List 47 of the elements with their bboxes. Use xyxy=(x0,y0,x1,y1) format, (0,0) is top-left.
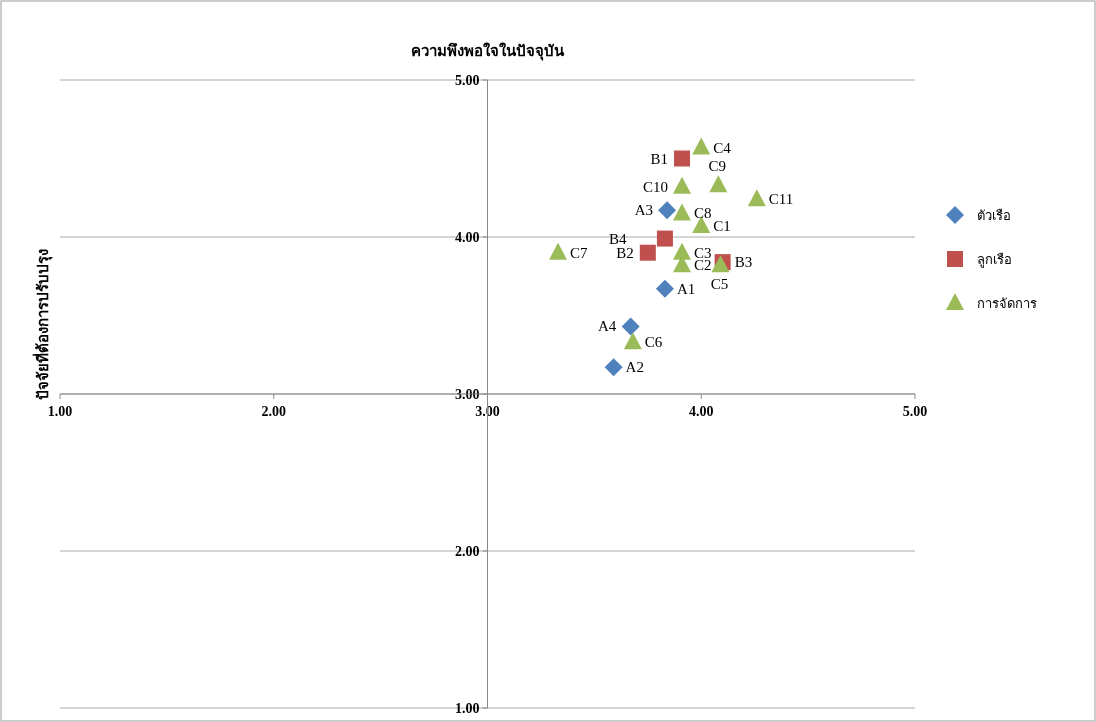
chart-title: ความพึงพอใจในปัจจุบัน xyxy=(411,42,565,61)
annotation: B1 xyxy=(650,150,669,167)
x-tick-label: 2.00 xyxy=(261,404,286,419)
point xyxy=(621,317,640,336)
annotation: A2 xyxy=(625,359,644,376)
point xyxy=(674,150,691,167)
point xyxy=(604,358,623,377)
point xyxy=(692,216,711,234)
y-tick-label: 3.00 xyxy=(455,387,480,402)
annotation: C4 xyxy=(713,139,732,156)
point xyxy=(655,279,674,298)
annotation: C5 xyxy=(710,276,729,293)
point xyxy=(549,242,568,260)
annotation: B2 xyxy=(616,244,634,261)
annotation: C9 xyxy=(708,158,727,175)
y-axis-title: ปัจจัยที่ต้องการปรับปรุง xyxy=(32,248,53,400)
y-tick-label: 5.00 xyxy=(455,73,480,88)
point xyxy=(692,137,711,155)
y-tick-label: 1.00 xyxy=(455,701,480,716)
legend-label: การจัดการ xyxy=(977,296,1037,311)
annotation: C8 xyxy=(694,205,712,222)
annotation: A1 xyxy=(676,280,696,297)
annotation: C11 xyxy=(768,191,794,208)
point xyxy=(673,203,692,221)
annotation: B3 xyxy=(734,254,753,271)
point xyxy=(747,189,766,207)
x-tick-label: 4.00 xyxy=(689,404,714,419)
annotation: C6 xyxy=(644,334,663,351)
point xyxy=(623,332,642,350)
x-tick-label: 1.00 xyxy=(47,404,73,419)
x-tick-label: 5.00 xyxy=(902,404,928,419)
point xyxy=(673,242,692,260)
y-tick-label: 4.00 xyxy=(455,230,480,245)
annotation: B4 xyxy=(608,230,627,247)
annotation: C1 xyxy=(713,218,731,235)
annotation: A4 xyxy=(597,318,617,335)
point xyxy=(709,175,728,193)
point xyxy=(658,201,677,220)
annotation: C7 xyxy=(570,244,589,261)
y-tick-label: 2.00 xyxy=(455,544,480,559)
annotation: A3 xyxy=(634,202,654,219)
legend-label: ตัวเรือ xyxy=(977,208,1011,223)
legend-label: ลูกเรือ xyxy=(977,252,1012,268)
point xyxy=(673,176,692,194)
annotation: C10 xyxy=(643,178,669,195)
point xyxy=(639,244,656,261)
point xyxy=(656,230,673,247)
